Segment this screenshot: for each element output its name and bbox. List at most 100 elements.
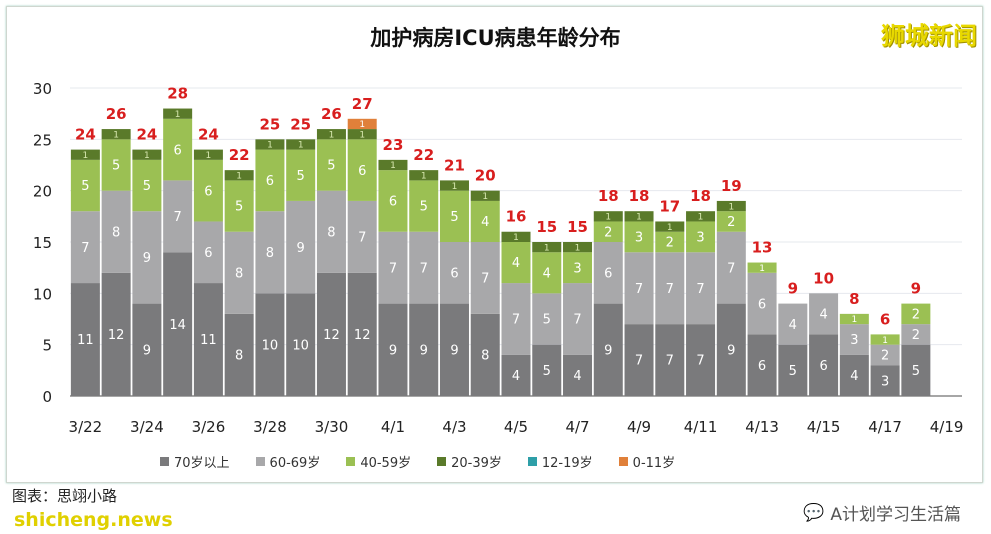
bar-segment [563,242,593,253]
bar-segment [470,313,500,396]
segment-label: 5 [235,200,243,215]
segment-label: 6 [266,174,274,189]
wechat-account: 💬 A计划学习生活篇 [803,500,961,526]
bar-segment [439,303,469,396]
segment-label: 1 [482,192,488,202]
x-tick-label: 4/13 [745,418,779,436]
total-label: 10 [813,269,834,287]
bar-segment [132,149,162,160]
segment-label: 3 [881,374,889,389]
bar-segment [716,200,746,212]
segment-label: 6 [204,184,212,199]
bar-segment [686,221,716,253]
bar-segment [501,354,531,396]
bar-segment [747,334,777,396]
bar-segment [347,118,377,130]
x-tick-label: 4/19 [930,418,964,436]
x-tick-label: 3/30 [315,418,349,436]
x-tick-label: 3/24 [130,418,164,436]
legend-swatch [160,457,169,466]
total-label: 6 [880,310,890,328]
bar-segment [163,108,193,119]
segment-label: 1 [759,264,765,274]
bar-segment [193,221,223,284]
segment-label: 1 [298,141,304,151]
segment-label: 1 [851,315,857,325]
bar-segment [624,252,654,325]
segment-label: 7 [481,272,489,287]
x-tick-label: 4/1 [381,418,405,436]
bar-segment [132,211,162,304]
legend-label: 20-39岁 [451,456,502,471]
segment-label: 2 [727,215,735,230]
segment-label: 8 [266,246,274,261]
segment-label: 7 [174,210,182,225]
segment-label: 3 [573,261,581,276]
segment-label: 2 [666,236,674,251]
legend-label: 70岁以上 [174,456,230,471]
total-label: 28 [167,85,188,103]
total-label: 26 [321,105,342,123]
segment-label: 7 [512,313,520,328]
site-watermark: shicheng.news [14,509,173,531]
bar-segment [716,211,746,232]
total-label: 23 [383,136,404,154]
bar-segment [686,211,716,222]
segment-label: 7 [358,231,366,246]
segment-label: 5 [81,179,89,194]
bar-segment [347,139,377,201]
bar-segment [70,149,100,160]
x-tick-label: 4/17 [868,418,902,436]
x-tick-label: 3/28 [253,418,287,436]
legend-swatch [346,457,356,466]
bar-segment [901,344,931,396]
bar-segment [901,303,931,325]
bar-segment [378,159,408,171]
bar-segment [563,252,593,284]
bar-segment [101,190,131,273]
bar-segment [163,118,193,181]
x-tick-label: 3/26 [192,418,226,436]
bar-segment [686,252,716,325]
total-label: 8 [849,290,859,308]
bar-segment [716,303,746,396]
bar-segment [70,211,100,284]
bar-segment [593,211,623,222]
segment-label: 9 [389,343,397,358]
bar-segment [439,190,469,242]
segment-label: 2 [604,225,612,240]
segment-label: 9 [727,343,735,358]
segment-label: 6 [758,297,766,312]
bar-segment [747,272,777,335]
segment-label: 1 [421,172,427,182]
total-label: 22 [413,146,434,164]
segment-label: 2 [912,328,920,343]
bar-segment [255,149,285,212]
bar-segment [193,149,223,160]
y-tick-label: 20 [33,183,52,201]
segment-label: 11 [200,333,217,348]
segment-label: 9 [143,343,151,358]
bar-segment [624,211,654,222]
bar-segment [316,190,346,273]
total-label: 20 [475,167,496,185]
segment-label: 2 [881,349,889,364]
segment-label: 5 [912,364,920,379]
segment-label: 5 [297,169,305,184]
segment-label: 9 [297,241,305,256]
legend-swatch [618,457,628,466]
total-label: 27 [352,95,373,113]
segment-label: 5 [112,159,120,174]
bar-segment [839,313,869,325]
bar-segment [501,231,531,242]
bar-segment [870,344,900,366]
segment-label: 1 [605,213,611,223]
bar-segment [286,139,316,150]
y-tick-label: 5 [42,337,52,355]
bar-segment [686,324,716,396]
segment-label: 9 [420,343,428,358]
segment-label: 7 [573,313,581,328]
total-label: 25 [290,115,311,133]
legend-item: 12-19岁 [527,452,593,471]
